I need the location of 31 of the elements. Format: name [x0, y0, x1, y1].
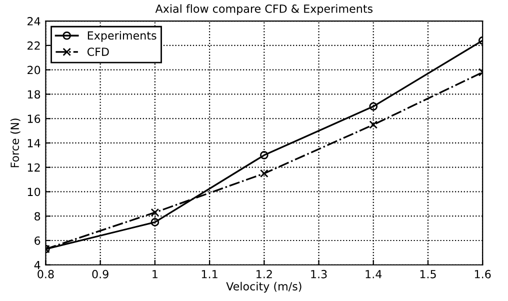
x-axis-title: Velocity (m/s) [226, 282, 302, 293]
y-tick-label: 16 [28, 114, 40, 123]
x-tick-label: 1.1 [202, 270, 218, 278]
y-tick-label: 12 [28, 163, 40, 172]
y-tick-label: 4 [34, 261, 40, 270]
legend-label: CFD [87, 48, 109, 56]
chart-title: Axial flow compare CFD & Experiments [155, 4, 373, 16]
point [150, 218, 160, 226]
y-tick-label: 18 [28, 90, 40, 99]
point [369, 102, 378, 111]
point [260, 169, 268, 178]
y-tick-label: 6 [34, 236, 40, 245]
x-tick-label: 1.2 [256, 270, 272, 278]
x-tick-label: 0.9 [92, 270, 108, 278]
x-tick-label: 1.5 [420, 270, 436, 278]
y-tick-label: 14 [28, 139, 40, 148]
y-tick-label: 24 [28, 17, 40, 26]
y-axis-title: Force (N) [10, 118, 20, 168]
x-tick-label: 1.4 [366, 270, 382, 278]
x-tick-label: 0.8 [38, 270, 54, 278]
y-tick-label: 20 [28, 66, 40, 74]
x-tick-label: 1.6 [474, 270, 491, 278]
y-tick-label: 8 [34, 212, 40, 220]
point [150, 208, 160, 217]
legend-label: Experiments [88, 31, 156, 42]
point [369, 120, 378, 129]
y-tick-label: 10 [28, 188, 40, 196]
x-tick-label: 1.3 [311, 270, 327, 278]
y-tick-label: 22 [28, 41, 40, 50]
point [260, 151, 268, 160]
x-tick-label: 1 [152, 270, 158, 278]
